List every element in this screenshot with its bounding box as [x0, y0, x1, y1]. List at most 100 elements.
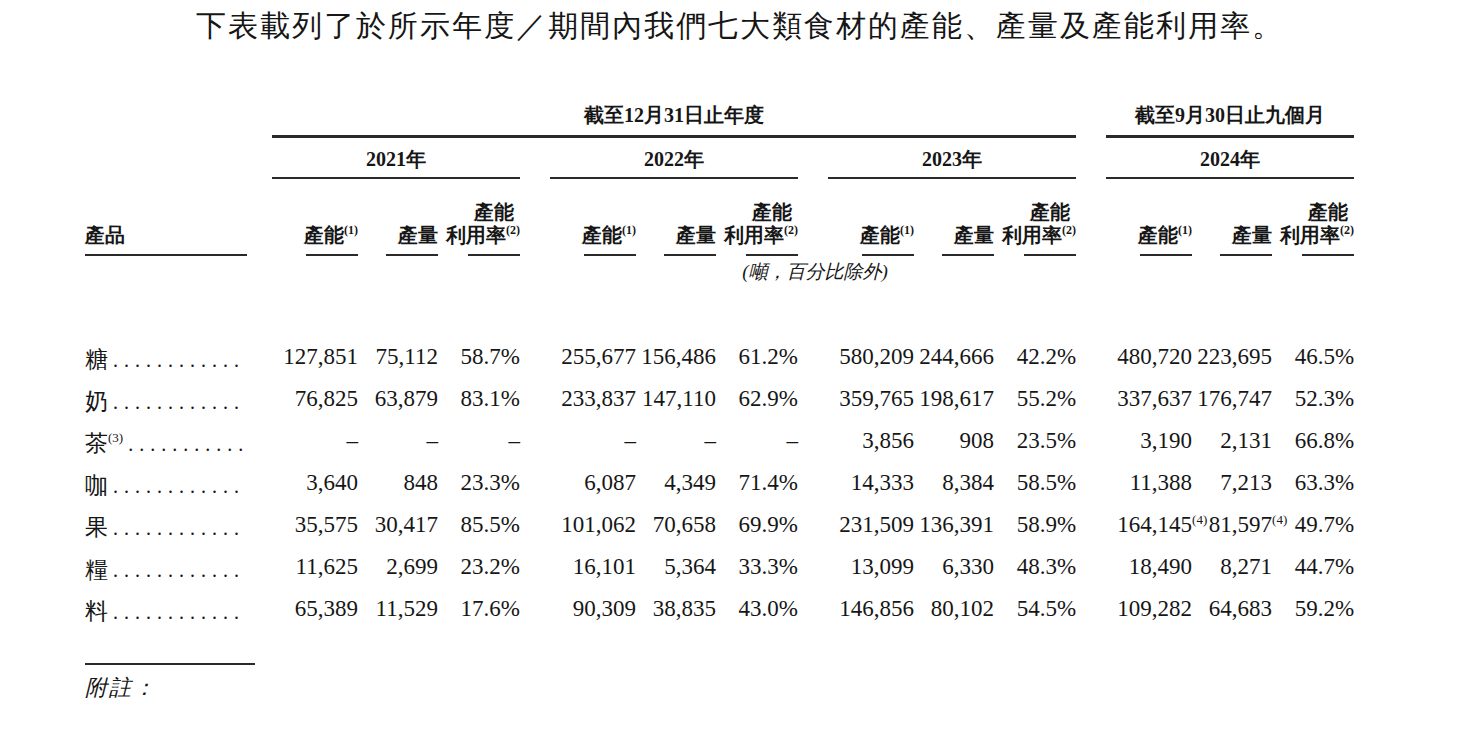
value-cell: 30,417	[358, 510, 438, 552]
capacity-footnote-sup: (1)	[622, 223, 636, 237]
product-label: 果	[85, 515, 108, 540]
value-cell: 176,747	[1192, 384, 1272, 426]
year-row: 2021年 2022年 2023年 2024年	[85, 136, 1354, 178]
value-cell: 70,658	[636, 510, 716, 552]
value-cell: 85.5%	[438, 510, 520, 552]
value-cell: 109,282	[1106, 594, 1192, 636]
value-cell: 8,271	[1192, 552, 1272, 594]
product-header-label: 產品	[85, 224, 272, 247]
leader-dots: ...........	[128, 433, 249, 455]
value-cell: 11,529	[358, 594, 438, 636]
value-cell: 52.3%	[1272, 384, 1354, 426]
value-cell: 75,112	[358, 342, 438, 384]
empty-cell	[1076, 552, 1106, 594]
output-header-label: 產量	[1192, 224, 1272, 247]
value-cell: 255,677	[550, 342, 636, 384]
value-cell: 62.9%	[716, 384, 798, 426]
empty-cell	[550, 256, 636, 290]
value-cell: 231,509	[828, 510, 914, 552]
value-cell: 23.2%	[438, 552, 520, 594]
empty-cell	[358, 256, 438, 290]
utilization-header-label: 利用率	[724, 224, 784, 246]
value-cell: 156,486	[636, 342, 716, 384]
value-cell: 480,720	[1106, 342, 1192, 384]
value-cell: 164,145(4)	[1106, 510, 1192, 552]
value-cell: 55.2%	[994, 384, 1076, 426]
value-cell: 61.2%	[716, 342, 798, 384]
value-cell: 18,490	[1106, 552, 1192, 594]
spanner-year-ended: 截至12月31日止年度	[272, 100, 1076, 136]
year-cell-2024: 2024年	[1106, 136, 1354, 178]
empty-cell	[1076, 136, 1106, 178]
value-cell: 147,110	[636, 384, 716, 426]
value-cell: 14,333	[828, 468, 914, 510]
empty-cell	[520, 468, 550, 510]
value-cell: –	[438, 426, 520, 468]
value-cell: 136,391	[914, 510, 994, 552]
product-label: 糧	[85, 557, 108, 582]
output-header-cell: 產量	[636, 178, 716, 256]
footnote-label: 附註：	[85, 673, 157, 703]
utilization-footnote-sup: (2)	[506, 223, 520, 237]
leader-dots: ............	[113, 391, 245, 413]
value-cell: 58.7%	[438, 342, 520, 384]
utilization-header-cell: 產能利用率(2)	[994, 178, 1076, 256]
product-cell: 奶............	[85, 384, 272, 426]
product-cell: 糖............	[85, 342, 272, 384]
document-page: 下表載列了於所示年度／期間內我們七大類食材的產能、產量及產能利用率。 截至12月…	[0, 0, 1480, 734]
capacity-header-label: 產能	[582, 224, 622, 246]
footnote-divider	[85, 663, 255, 665]
value-cell: –	[716, 426, 798, 468]
value-cell: 908	[914, 426, 994, 468]
output-header-label: 產量	[358, 224, 438, 247]
leader-dots: ............	[113, 349, 245, 371]
unit-note-row: (噸，百分比除外)	[85, 256, 1354, 290]
value-cell: 6,087	[550, 468, 636, 510]
value-cell: 48.3%	[994, 552, 1076, 594]
value-cell: 58.9%	[994, 510, 1076, 552]
value-cell: 63.3%	[1272, 468, 1354, 510]
leader-dots: ............	[113, 517, 245, 539]
value-cell: 66.8%	[1272, 426, 1354, 468]
product-cell: 糧............	[85, 552, 272, 594]
value-cell: 11,625	[272, 552, 358, 594]
empty-cell	[636, 256, 716, 290]
capacity-header-cell: 產能(1)	[272, 178, 358, 256]
empty-cell	[798, 426, 828, 468]
product-cell: 果............	[85, 510, 272, 552]
value-cell: 337,637	[1106, 384, 1192, 426]
value-cell: 83.1%	[438, 384, 520, 426]
product-header-cell: 產品	[85, 178, 272, 256]
value-cell: 3,640	[272, 468, 358, 510]
empty-cell	[1076, 178, 1106, 256]
empty-cell	[520, 384, 550, 426]
value-cell: –	[358, 426, 438, 468]
utilization-footnote-sup: (2)	[1062, 223, 1076, 237]
capacity-footnote-sup: (1)	[1178, 223, 1192, 237]
value-cell: 6,330	[914, 552, 994, 594]
capacity-header-label: 產能	[1138, 224, 1178, 246]
product-cell: 茶(3)...........	[85, 426, 272, 468]
value-footnote-sup: (4)	[1272, 513, 1287, 526]
value-cell: 44.7%	[1272, 552, 1354, 594]
value-cell: 13,099	[828, 552, 914, 594]
leader-dots: ............	[113, 601, 245, 623]
value-cell: 58.5%	[994, 468, 1076, 510]
value-cell: 244,666	[914, 342, 994, 384]
utilization-header-top: 產能	[716, 201, 798, 224]
utilization-header-top: 產能	[1272, 201, 1354, 224]
empty-cell	[438, 256, 520, 290]
value-cell: 42.2%	[994, 342, 1076, 384]
utilization-footnote-sup: (2)	[784, 223, 798, 237]
empty-cell	[85, 256, 272, 290]
product-cell: 咖............	[85, 468, 272, 510]
value-cell: 848	[358, 468, 438, 510]
value-cell: 3,856	[828, 426, 914, 468]
empty-cell	[520, 178, 550, 256]
value-cell: –	[272, 426, 358, 468]
empty-cell	[994, 256, 1076, 290]
empty-cell	[798, 384, 828, 426]
value-cell: 54.5%	[994, 594, 1076, 636]
empty-cell	[1106, 256, 1192, 290]
empty-cell	[798, 342, 828, 384]
